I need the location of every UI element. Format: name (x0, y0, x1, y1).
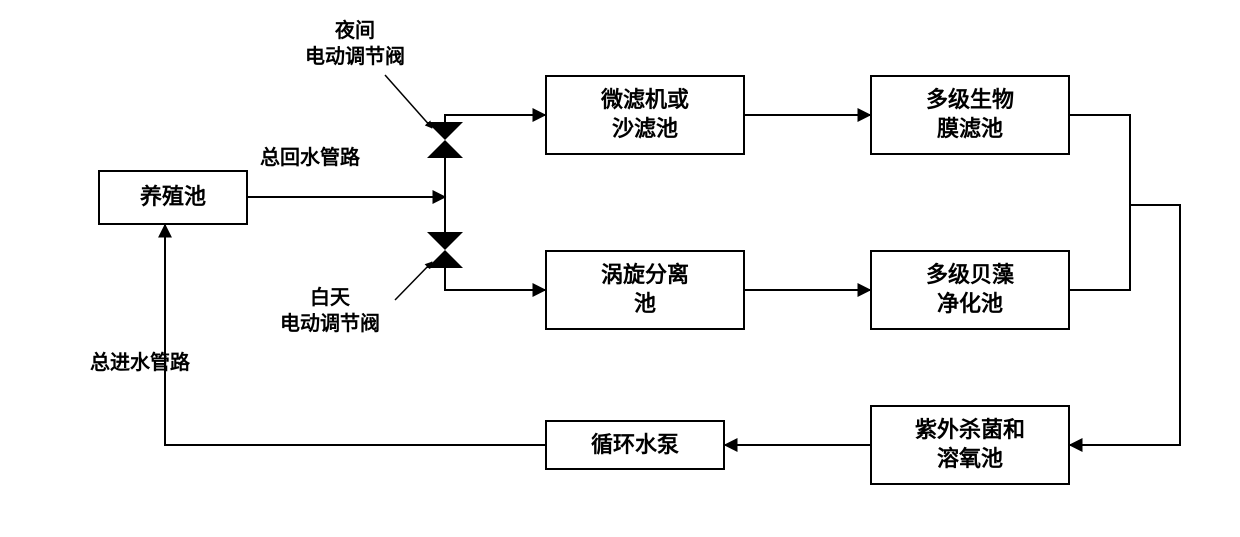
valve-top-icon (427, 122, 463, 158)
node-label: 微滤机或沙滤池 (601, 86, 689, 143)
node-label: 循环水泵 (591, 431, 679, 460)
node-algae: 多级贝藻净化池 (870, 250, 1070, 330)
label-inlet-pipe: 总进水管路 (90, 350, 190, 376)
edge-leader (385, 75, 432, 128)
valve-bottom-icon (427, 232, 463, 268)
edge (1070, 115, 1130, 205)
edge-leader (395, 262, 432, 300)
edge (1070, 205, 1180, 445)
node-uv: 紫外杀菌和溶氧池 (870, 405, 1070, 485)
node-label: 养殖池 (140, 183, 206, 212)
label-day-valve: 白天电动调节阀 (280, 285, 380, 337)
edge (445, 115, 545, 122)
label-night-valve: 夜间电动调节阀 (305, 18, 405, 70)
edge (445, 268, 545, 290)
node-pond: 养殖池 (98, 170, 248, 225)
node-bio-top: 多级生物膜滤池 (870, 75, 1070, 155)
node-label: 紫外杀菌和溶氧池 (915, 416, 1025, 473)
node-filter-top: 微滤机或沙滤池 (545, 75, 745, 155)
node-vortex: 涡旋分离池 (545, 250, 745, 330)
node-label: 多级贝藻净化池 (926, 261, 1014, 318)
edge (1070, 205, 1130, 290)
node-pump: 循环水泵 (545, 420, 725, 470)
label-return-pipe: 总回水管路 (260, 145, 360, 171)
node-label: 涡旋分离池 (601, 261, 689, 318)
node-label: 多级生物膜滤池 (926, 86, 1014, 143)
